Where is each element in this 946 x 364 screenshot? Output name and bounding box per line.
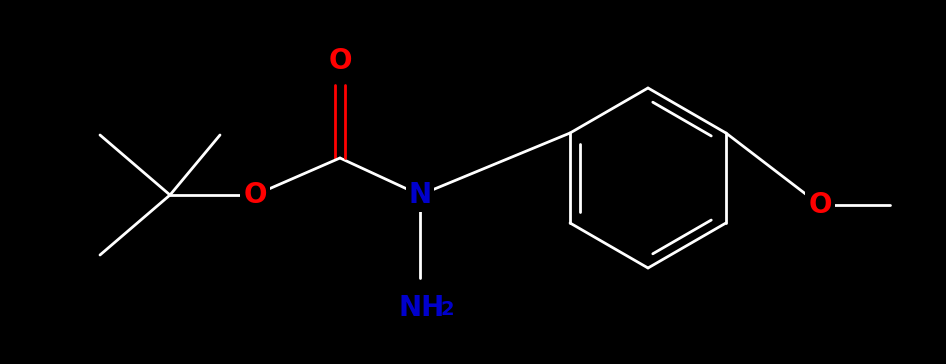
Text: O: O [808,191,832,219]
Text: NH: NH [399,294,446,322]
Text: 2: 2 [440,300,454,319]
Text: N: N [409,181,431,209]
Text: O: O [243,181,267,209]
Text: O: O [328,47,352,75]
